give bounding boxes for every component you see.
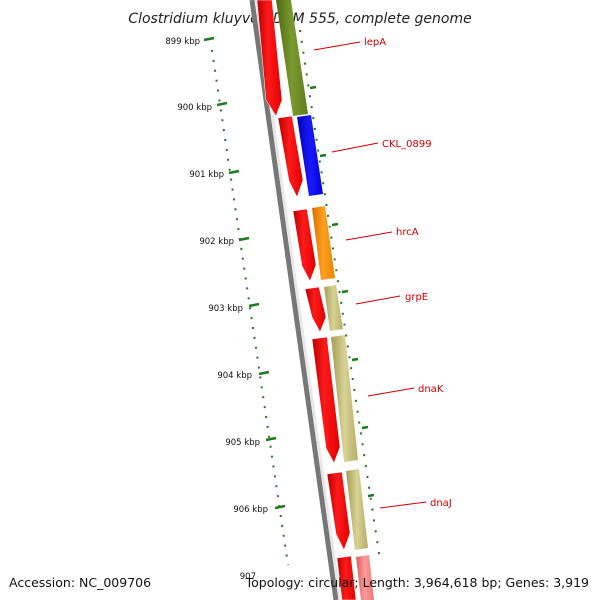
gene-block-next[interactable] bbox=[356, 555, 374, 600]
leader-line bbox=[379, 501, 427, 509]
ruler-tick: 901 kbp bbox=[189, 169, 240, 180]
topology-text: Topology: circular; Length: 3,964,618 bp… bbox=[245, 575, 589, 590]
ruler-tick: 905 kbp bbox=[225, 436, 277, 448]
ruler-tick-label: 906 kbp bbox=[233, 505, 268, 515]
gene-strand bbox=[276, 0, 374, 600]
ruler: 899 kbp 900 kbp 901 kbp 902 kbp 903 kbp … bbox=[165, 36, 286, 582]
gene-block-dnaK[interactable] bbox=[331, 335, 358, 462]
ruler-tick-label: 904 kbp bbox=[217, 371, 252, 381]
gene-block-lepA[interactable] bbox=[276, 0, 308, 116]
ruler-tick: 902 kbp bbox=[199, 236, 250, 247]
gene-block-CKL_0899[interactable] bbox=[297, 115, 323, 196]
gene-label[interactable]: hrcA bbox=[396, 227, 419, 238]
ruler-tick: 904 kbp bbox=[217, 370, 270, 381]
accession-text: Accession: NC_009706 bbox=[9, 575, 151, 590]
leader-line bbox=[367, 387, 415, 397]
outer-track bbox=[299, 29, 381, 561]
gene-block-dnaJ[interactable] bbox=[346, 469, 368, 550]
ruler-tick: 903 kbp bbox=[208, 302, 260, 314]
gene-block-hrcA[interactable] bbox=[312, 206, 335, 280]
leader-line bbox=[355, 295, 401, 305]
cds-arrow[interactable] bbox=[277, 115, 304, 198]
gene-block-grpE[interactable] bbox=[324, 285, 343, 331]
ruler-tick: 900 kbp bbox=[177, 101, 228, 113]
ruler-tick-label: 907 bbox=[240, 572, 256, 582]
leader-line bbox=[345, 231, 393, 241]
gene-label[interactable]: CKL_0899 bbox=[382, 139, 432, 150]
gene-label[interactable]: lepA bbox=[364, 37, 386, 48]
gene-labels: lepA CKL_0899 hrcA grpE dnaK dnaJ bbox=[313, 37, 452, 509]
gene-label[interactable]: grpE bbox=[405, 292, 428, 303]
cds-arrow[interactable] bbox=[326, 471, 351, 551]
cds-strand bbox=[256, 0, 357, 600]
cds-arrow[interactable] bbox=[292, 208, 317, 282]
ruler-tick-label: 905 kbp bbox=[225, 438, 260, 448]
outer-track-ticks bbox=[309, 85, 375, 498]
ruler-tick: 907 bbox=[240, 572, 256, 582]
cds-arrow[interactable] bbox=[336, 555, 357, 600]
ruler-tick-label: 899 kbp bbox=[165, 37, 200, 47]
ruler-tick: 899 kbp bbox=[165, 36, 215, 47]
ruler-tick-label: 901 kbp bbox=[189, 170, 224, 180]
ruler-track bbox=[211, 49, 289, 566]
ruler-tick-label: 900 kbp bbox=[177, 103, 212, 113]
gene-label[interactable]: dnaJ bbox=[430, 498, 452, 509]
ruler-tick-label: 902 kbp bbox=[199, 237, 234, 247]
ruler-tick-label: 903 kbp bbox=[208, 304, 243, 314]
cds-arrow[interactable] bbox=[256, 0, 283, 117]
leader-line bbox=[313, 41, 361, 51]
map-title: Clostridium kluyveri DSM 555, complete g… bbox=[128, 11, 471, 27]
cds-arrow[interactable] bbox=[304, 286, 327, 333]
leader-line bbox=[331, 142, 379, 153]
cds-arrow[interactable] bbox=[311, 336, 341, 464]
gene-label[interactable]: dnaK bbox=[418, 384, 444, 395]
ruler-tick: 906 kbp bbox=[233, 504, 286, 515]
